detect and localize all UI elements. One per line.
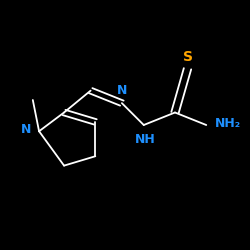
Text: S: S xyxy=(182,50,192,64)
Text: NH: NH xyxy=(135,133,156,146)
Text: NH₂: NH₂ xyxy=(215,117,241,130)
Text: N: N xyxy=(117,84,127,97)
Text: N: N xyxy=(21,123,31,136)
